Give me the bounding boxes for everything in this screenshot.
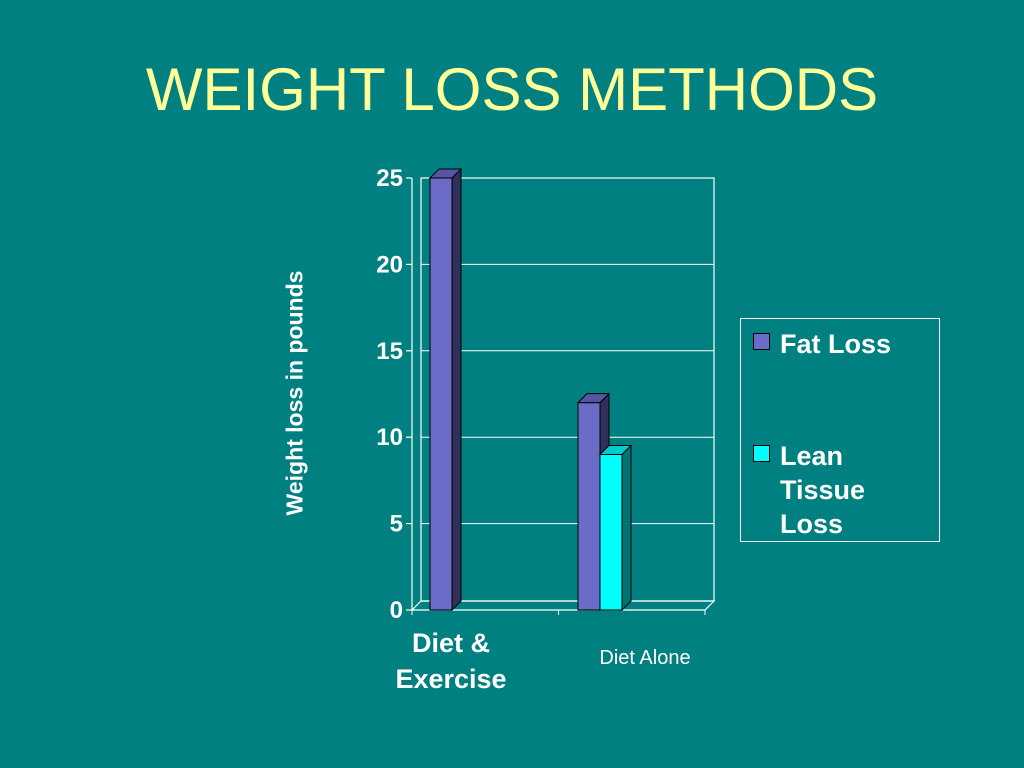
bar-lean-tissue-loss-1-side xyxy=(621,444,632,612)
plot-area-frame xyxy=(420,177,715,602)
bar-fat-loss-1-top xyxy=(576,393,611,404)
slide-title: WEIGHT LOSS METHODS xyxy=(145,56,879,123)
legend-swatch-lean-tissue-loss xyxy=(753,445,770,462)
bar-fat-loss-0-side xyxy=(451,167,462,612)
y-tick-label-5: 5 xyxy=(390,511,403,538)
bar-lean-tissue-loss-1-top xyxy=(598,444,633,455)
y-tick-label-10: 10 xyxy=(376,424,403,451)
bar-lean-tissue-loss-1 xyxy=(599,453,623,611)
category-label-diet-alone: Diet Alone xyxy=(599,647,691,669)
legend-item-lean-tissue-loss: Lean Tissue Loss xyxy=(753,439,930,541)
y-tick-label-20: 20 xyxy=(376,251,403,278)
legend-label-fat-loss: Fat Loss xyxy=(780,329,892,359)
chart-legend: Fat Loss Lean Tissue Loss xyxy=(740,318,940,542)
category-label-diet-exercise: Diet & Exercise xyxy=(395,628,507,694)
bar-fat-loss-0 xyxy=(429,177,453,611)
legend-swatch-fat-loss xyxy=(753,333,770,350)
y-tick-label-15: 15 xyxy=(376,338,403,365)
legend-item-fat-loss: Fat Loss xyxy=(753,327,930,361)
bar-fat-loss-0-top xyxy=(428,168,463,179)
y-tick-label-0: 0 xyxy=(390,597,403,624)
legend-label-lean-tissue-loss: Lean Tissue Loss xyxy=(780,441,866,539)
bar-fat-loss-1 xyxy=(577,402,601,611)
y-tick-label-25: 25 xyxy=(376,165,403,192)
